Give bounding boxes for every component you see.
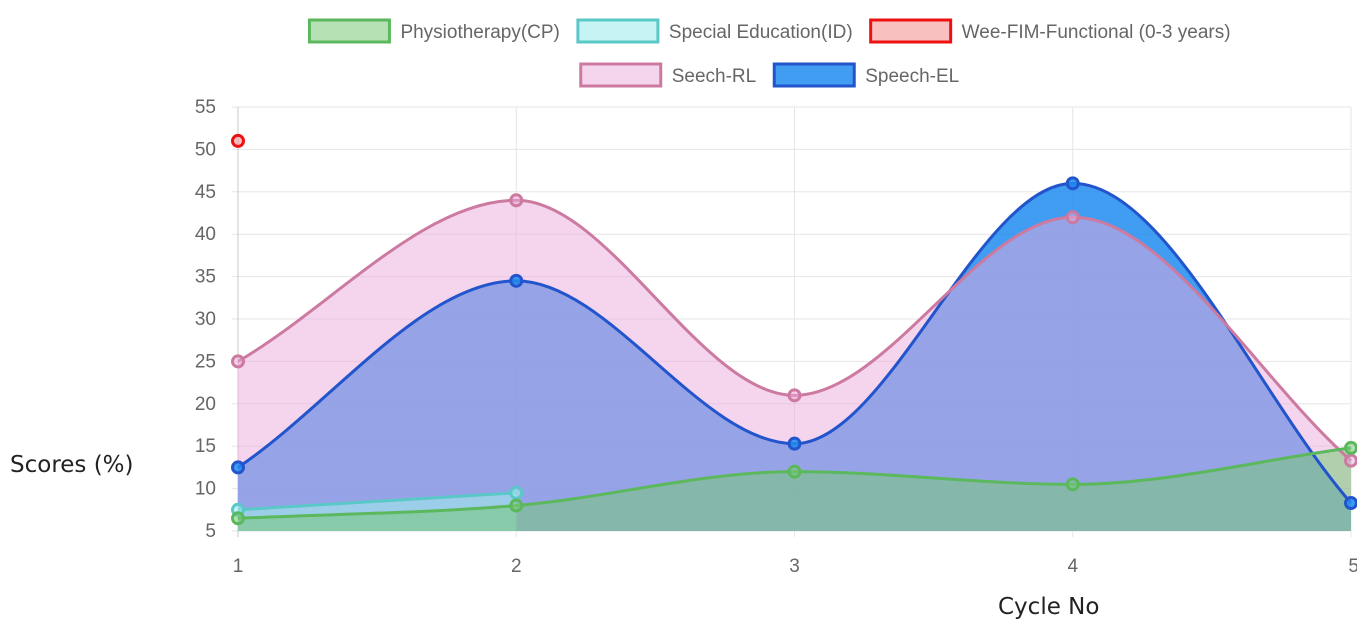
legend-swatch <box>772 62 856 88</box>
y-tick-label: 30 <box>195 309 216 330</box>
series-5-point <box>1065 176 1080 191</box>
y-tick-label: 15 <box>195 436 216 457</box>
series-4-point <box>509 193 524 208</box>
y-tick-label: 35 <box>195 267 216 288</box>
y-tick-label: 45 <box>195 182 216 203</box>
y-tick-label: 5 <box>205 521 216 542</box>
legend-label: Special Education(ID) <box>669 22 853 43</box>
legend-swatch <box>869 18 953 44</box>
legend-item-3: Wee-FIM-Functional (0-3 years) <box>869 18 1231 44</box>
x-tick-label: 3 <box>789 556 800 577</box>
legend-label: Speech-EL <box>865 66 959 87</box>
legend-item-4: Seech-RL <box>579 62 757 88</box>
series-5-point <box>1344 496 1357 511</box>
legend-item-2: Special Education(ID) <box>576 18 853 44</box>
series-1-point <box>1344 440 1357 455</box>
y-tick-label: 50 <box>195 139 216 160</box>
x-tick-label: 4 <box>1067 556 1078 577</box>
series-3-point <box>231 133 245 148</box>
series-4-point <box>1065 210 1080 225</box>
series-2-point <box>509 485 524 500</box>
series-4-point <box>787 388 802 403</box>
series-4-point <box>1344 453 1357 468</box>
series-1-point <box>509 498 524 513</box>
series-5-point <box>509 273 524 288</box>
legend-label: Wee-FIM-Functional (0-3 years) <box>962 22 1231 43</box>
series-4-point <box>231 354 245 369</box>
y-tick-label: 10 <box>195 479 216 500</box>
y-tick-label: 55 <box>195 97 216 118</box>
x-tick-label: 5 <box>1348 556 1357 577</box>
legend-label: Seech-RL <box>672 66 757 87</box>
legend-label: Physiotherapy(CP) <box>400 22 559 43</box>
legend-swatch <box>576 18 660 44</box>
series-1-point <box>787 464 802 479</box>
x-tick-label: 2 <box>511 556 522 577</box>
series-2-line <box>237 491 517 512</box>
x-axis-title: Cycle No <box>998 594 1099 620</box>
legend-item-5: Speech-EL <box>772 62 959 88</box>
y-tick-label: 20 <box>195 394 216 415</box>
legend-swatch <box>307 18 391 44</box>
series-5-line <box>237 181 1353 505</box>
legend: Physiotherapy(CP) Special Education(ID) We… <box>307 18 1231 88</box>
series-5-point <box>787 436 802 451</box>
series-1-point <box>1065 477 1080 492</box>
series-5-point <box>231 460 245 475</box>
y-tick-label: 25 <box>195 351 216 372</box>
y-axis-title: Scores (%) <box>10 452 134 478</box>
legend-item-1: Physiotherapy(CP) <box>307 18 560 44</box>
legend-swatch <box>579 62 663 88</box>
y-tick-label: 40 <box>195 224 216 245</box>
x-tick-label: 1 <box>233 556 244 577</box>
series-1-point <box>231 511 245 526</box>
